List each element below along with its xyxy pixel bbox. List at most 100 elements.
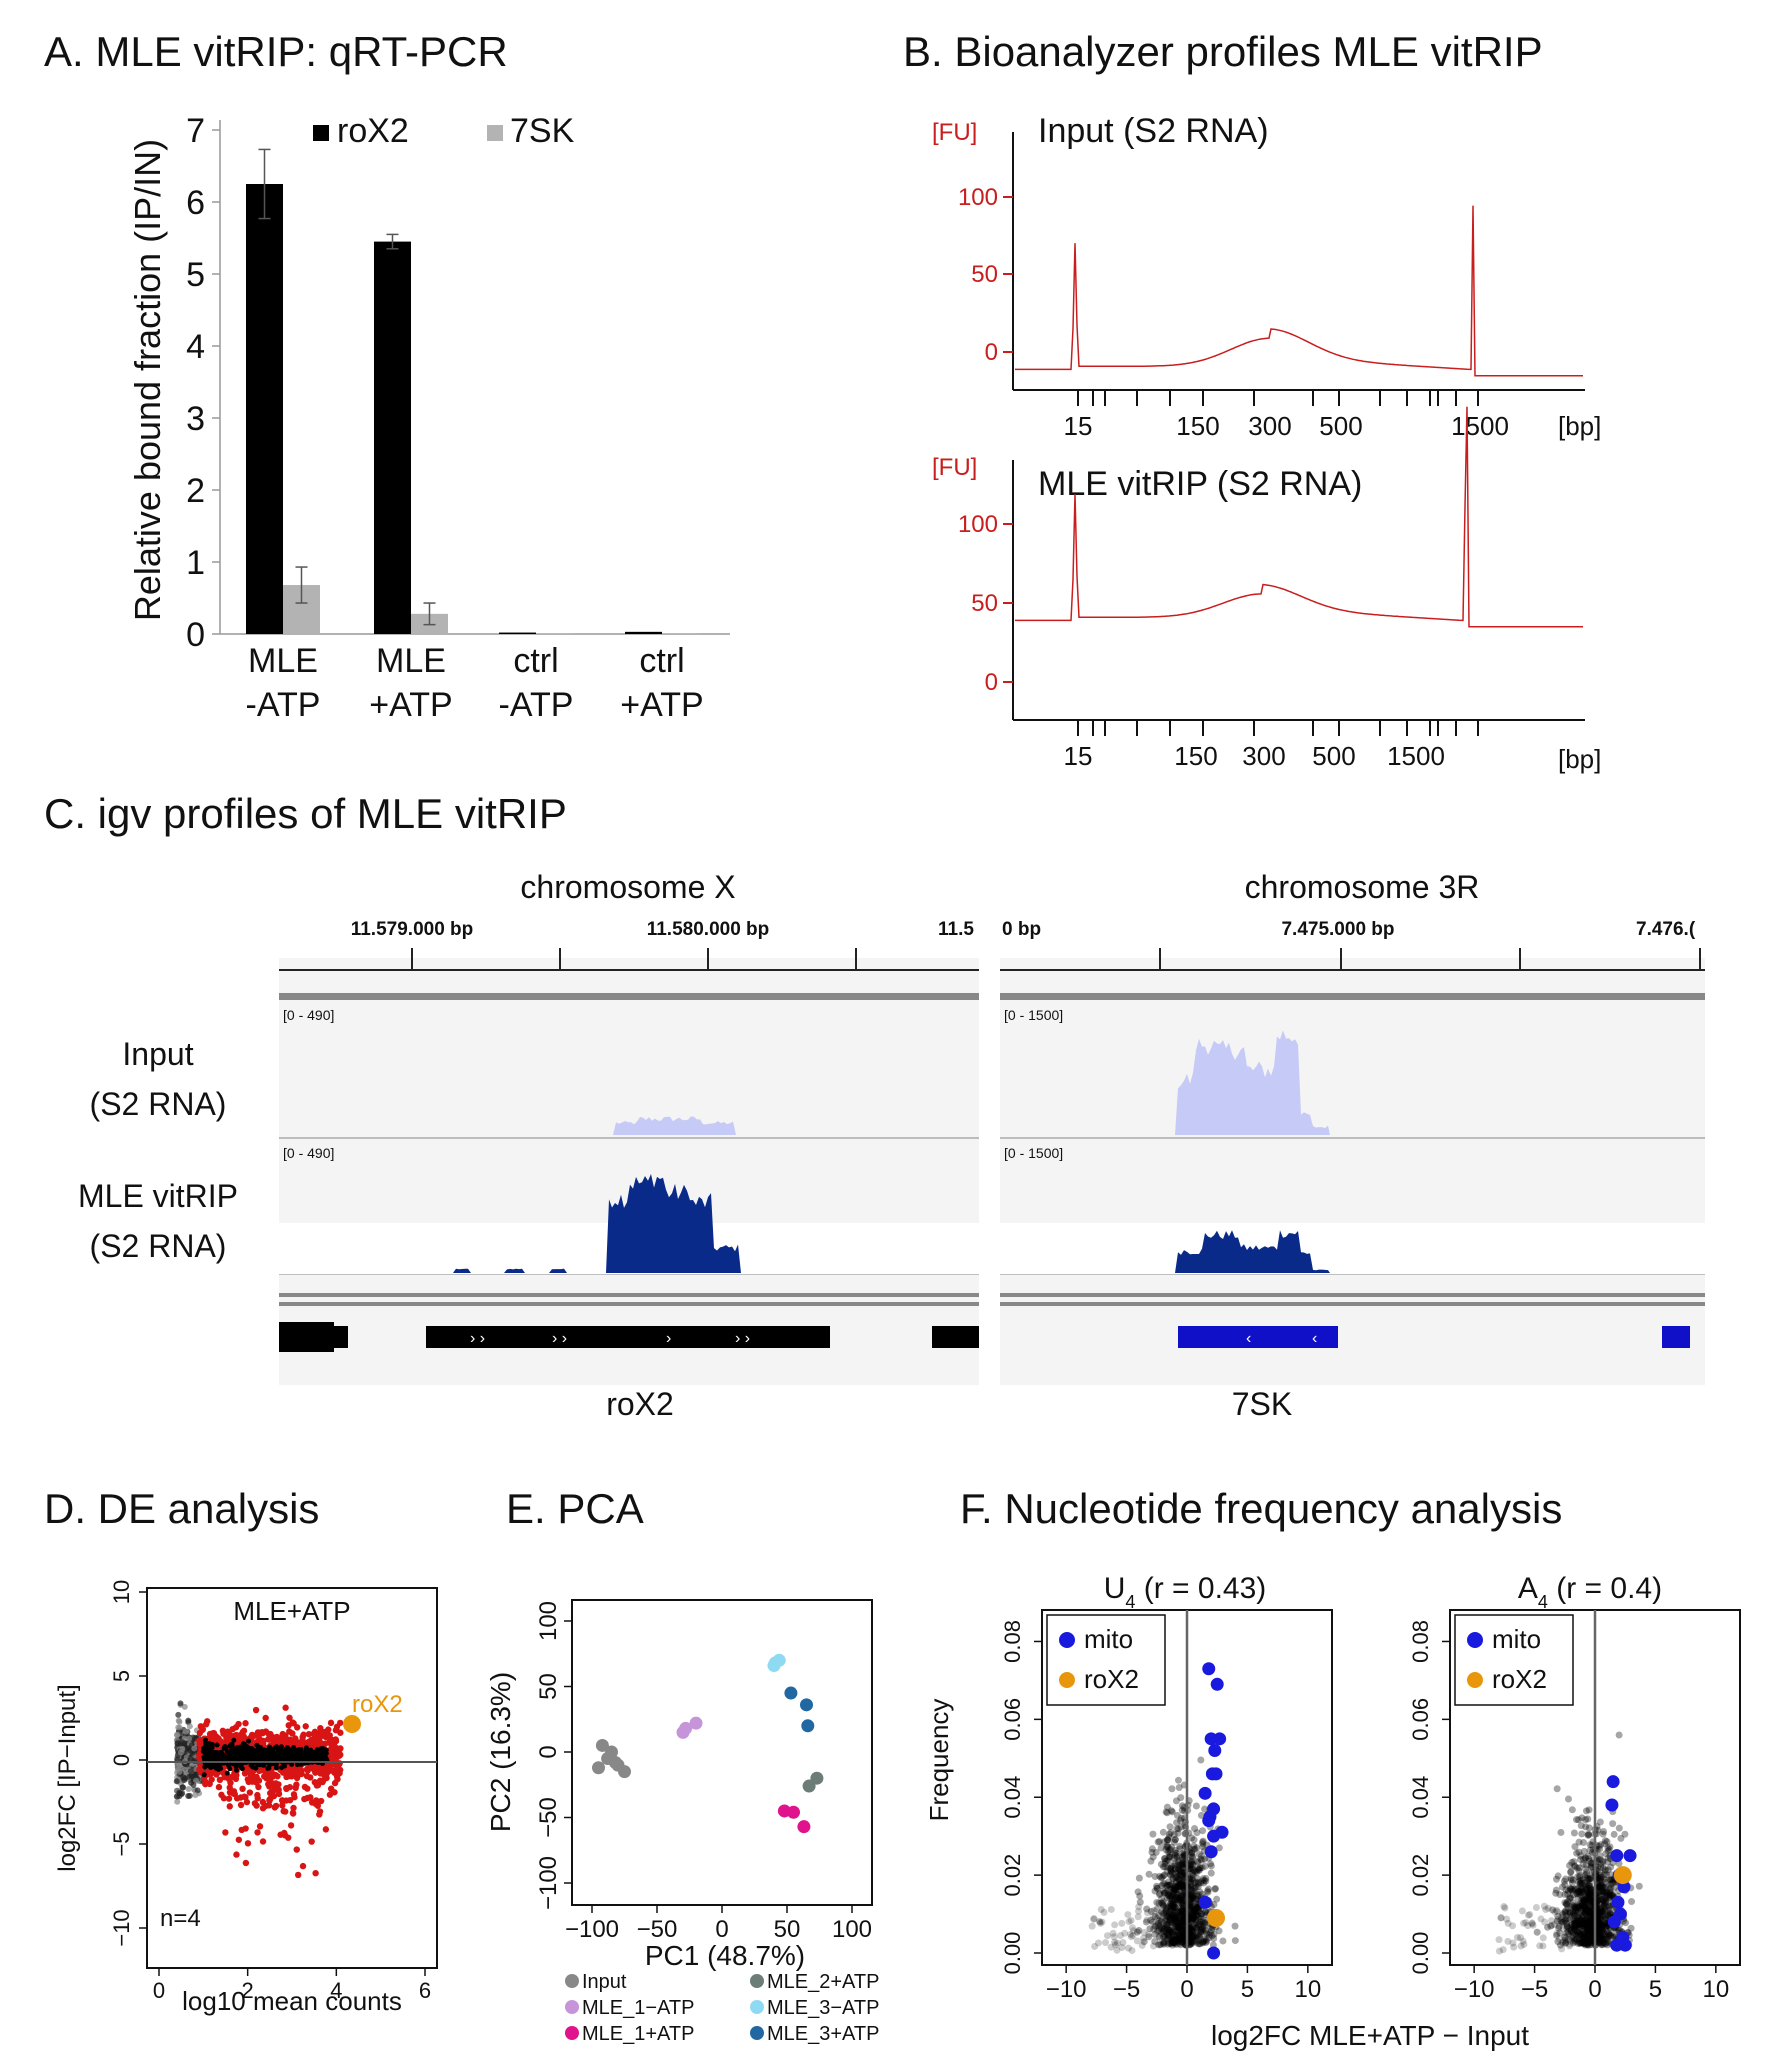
e-xtick-label: 50 [774,1916,801,1943]
b-ytick-label: 0 [985,339,998,366]
f-ytick-label: 0.06 [1000,1698,1025,1741]
pca-point-Input [595,1738,609,1752]
f-legend-mito: mito [1492,1624,1541,1654]
f-xtick-label: 0 [1588,1976,1601,2003]
d-xtick-label: 0 [153,1978,165,2003]
b-xtick-label: 300 [1248,411,1291,441]
f-point-mito [1202,1814,1216,1828]
pca-point-MLE_1+ATP [797,1820,811,1834]
b-xtick-label: 500 [1312,741,1355,771]
bar-roX2-2 [499,632,536,634]
legend-dot [750,2026,764,2040]
b-xtick-label: 500 [1319,411,1362,441]
legend-dot [565,2026,579,2040]
pca-point-MLE_3+ATP [801,1719,815,1733]
d-xlabel: log10 mean counts [182,1986,402,2016]
panel-b-title: B. Bioanalyzer profiles MLE vitRIP [903,28,1543,75]
legend-rox2-dot [1467,1672,1483,1688]
d-ytick-label: 0 [109,1754,134,1766]
b-ytick-label: 50 [971,261,998,288]
f-right-title: A4 (r = 0.4) [1518,1572,1662,1612]
a-group-line1: MLE [248,642,318,680]
rox2-point-d [343,1715,361,1733]
a-ytick-label: 7 [186,112,205,150]
coordX-2: 11.580.000 bp [647,919,770,940]
rox2-label-d: roX2 [352,1691,403,1718]
track-input-l1: Input [122,1036,193,1072]
e-xtick-label: −50 [637,1916,678,1943]
panel-d-ma-plot: 10 5 0 −5 −10 0 2 4 6 roX2 MLE+ATP n=4 log2FC [… [54,1580,438,2016]
f-point-roX2 [1207,1908,1225,1927]
b-ytick-label: 50 [971,590,998,617]
e-ytick-label: 0 [535,1745,562,1758]
bar-roX2-3 [625,631,662,634]
bar-7SK-2 [536,633,573,634]
panel-f-title: F. Nucleotide frequency analysis [960,1485,1563,1532]
pca-point-MLE_3+ATP [784,1686,798,1700]
coordX-3: 11.5 [938,919,974,940]
panel-d-title: D. DE analysis [44,1485,320,1532]
f-point-mito [1210,1677,1224,1691]
d-xtick-label: 4 [330,1978,342,2003]
pca-point-Input [618,1765,631,1779]
svg-text:›: › [666,1330,671,1347]
b-xtick-label: 1500 [1387,741,1445,771]
b-ytick-label: 100 [958,511,998,538]
e-legend-label: MLE_3+ATP [767,2023,879,2045]
e-ytick-label: −50 [535,1797,562,1838]
pca-point-MLE_2+ATP [810,1771,824,1785]
b-ytick-label: 100 [958,184,998,211]
pca-point-MLE_1−ATP [689,1716,703,1730]
f-point-mito [1204,1845,1218,1859]
e-legend-label: Input [582,1971,627,1993]
f-point-roX2 [1613,1866,1632,1885]
pca-point-MLE_1−ATP [679,1721,693,1735]
a-group-line1: ctrl [639,642,684,680]
f-point-mito [1606,1775,1620,1789]
chrX-label: chromosome X [520,869,735,905]
fu-bottom: [FU] [932,454,977,481]
pca-point-MLE_3−ATP [767,1659,781,1673]
coord3R-2: 7.475.000 bp [1281,919,1394,940]
a-ytick-label: 0 [186,616,205,654]
igv-chr3R-panel: 0 bp 7.475.000 bp 7.476.( [0 - 1500] [0 … [1000,903,1705,1276]
f-xtick-label: 10 [1702,1976,1729,2003]
d-ylabel: log2FC [IP−Input] [54,1684,81,1871]
bp-bottom: [bp] [1558,744,1601,774]
f-ytick-label: 0.02 [1000,1854,1025,1897]
f-legend-rox2: roX2 [1492,1664,1547,1694]
f-legend-box [1046,1614,1166,1706]
b-ytick-label: 0 [985,669,998,696]
f-point-mito [1618,1938,1632,1952]
f-ytick-label: 0.04 [1408,1776,1433,1819]
e-xtick-label: 0 [715,1916,728,1943]
a-group-line2: -ATP [499,686,574,724]
svg-text:‹: ‹ [1312,1330,1317,1347]
gene-track-rox2: › › › › › › › [279,1322,979,1352]
f-xlabel: log2FC MLE+ATP − Input [1211,2020,1529,2051]
d-xtick-label: 2 [242,1978,254,2003]
legend-rox2-dot [1059,1672,1075,1688]
f-point-mito [1207,1829,1221,1843]
legend-mito-dot [1059,1632,1075,1648]
f-xtick-label: 10 [1294,1976,1321,2003]
f-ytick-label: 0.02 [1408,1854,1433,1897]
f-point-mito [1207,1946,1221,1960]
bar-roX2-1 [374,241,411,634]
legend-dot [750,1974,764,1988]
svg-text:› ›: › › [552,1330,567,1347]
bar-roX2-0 [246,184,283,634]
legend-7sk: 7SK [510,112,575,150]
f-point-mito [1610,1849,1624,1863]
e-legend-label: MLE_2+ATP [767,1971,879,1993]
panel-e-title: E. PCA [506,1485,644,1532]
b-xtick-label: 15 [1064,741,1093,771]
legend-dot [750,2000,764,2014]
a-ytick-label: 2 [186,472,205,510]
pca-point-Input [608,1755,622,1769]
a-ytick-label: 5 [186,256,205,294]
e-ytick-label: 50 [535,1673,562,1700]
a-group-line2: +ATP [369,686,452,724]
gene-track-7sk: ‹ ‹ [1178,1326,1690,1348]
range3R-2: [0 - 1500] [1004,1145,1063,1161]
